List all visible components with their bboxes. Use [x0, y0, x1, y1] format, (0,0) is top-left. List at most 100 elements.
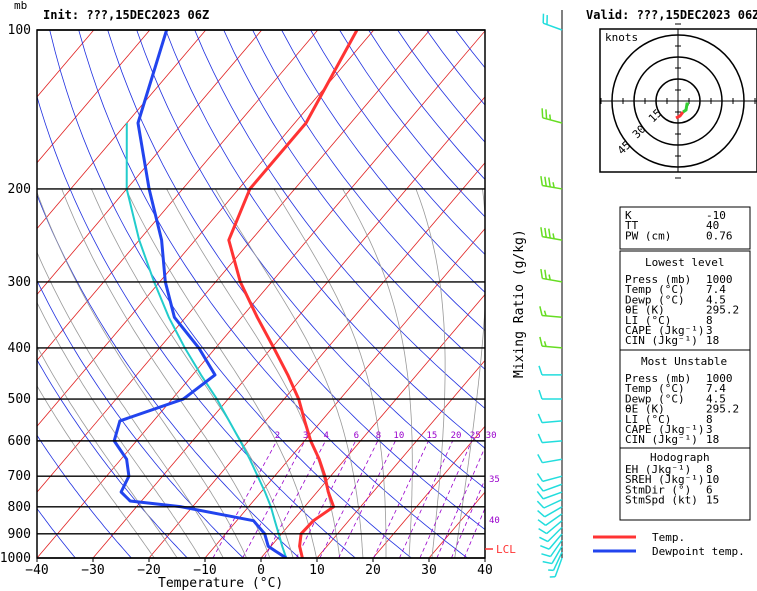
temperature-profile-line	[227, 30, 359, 558]
dry-adiabat-line	[252, 30, 485, 332]
wind-barb	[536, 473, 563, 483]
dry-adiabat-line	[136, 30, 485, 490]
index-label: Dewp (°C)	[625, 392, 685, 405]
wind-barb	[538, 389, 562, 400]
index-value: 295.2	[706, 304, 739, 317]
dry-adiabat-line	[310, 30, 485, 256]
isobars	[37, 29, 485, 559]
indices-table: K -10 TT 40 PW (cm) 0.76 Press (mb) 1000 Temp (°…	[619, 206, 751, 521]
index-label: CIN (Jkg⁻¹)	[625, 334, 698, 347]
index-label: K	[625, 209, 632, 222]
parcel-path-line	[125, 122, 288, 558]
moist-adiabat-line	[37, 385, 155, 558]
pressure-tick-label: 500	[8, 392, 31, 407]
wind-barb	[539, 306, 563, 319]
wind-barb	[540, 533, 563, 550]
index-label: Press (mb)	[625, 273, 691, 286]
index-value: 8	[706, 413, 713, 426]
mixing-ratio-line	[463, 507, 485, 558]
index-value: 1000	[706, 372, 733, 385]
isotherm-line	[260, 293, 485, 558]
mixing-ratio-label: 20	[451, 431, 462, 441]
moist-adiabat-line	[37, 251, 224, 558]
dry-adiabat-line	[37, 279, 244, 558]
wind-barb	[537, 506, 563, 518]
x-tick-label: −10	[193, 563, 216, 578]
wind-barb	[536, 490, 563, 500]
mixing-ratio-label: 40	[489, 516, 500, 526]
mixing-ratio-line	[373, 440, 429, 558]
wind-barb	[540, 175, 563, 190]
index-value: 18	[706, 334, 719, 347]
x-tick-label: 10	[309, 563, 325, 578]
dry-adiabat-line	[78, 30, 469, 558]
hodograph-title: Hodograph	[650, 451, 710, 464]
x-tick-label: 0	[257, 563, 265, 578]
mixing-ratio-line	[264, 440, 326, 558]
index-label: θE (K)	[625, 304, 665, 317]
index-label: SREH (Jkg⁻¹)	[625, 473, 704, 486]
dry-adiabat-line	[281, 30, 485, 293]
mixing-ratio-labels: 2 3 4 6 8 10 15 20 25 30 35 40	[275, 431, 500, 526]
mixing-ratio-label: 15	[426, 431, 437, 441]
index-value: -10	[706, 209, 726, 222]
mixing-ratio-line	[242, 440, 306, 558]
indices-box-unstable	[619, 349, 751, 449]
isotherm-line	[372, 425, 485, 558]
legend-temp-label: Temp.	[652, 531, 685, 544]
index-label: Press (mb)	[625, 372, 691, 385]
pressure-tick-label: 100	[8, 23, 31, 38]
indices-box-hodograph	[619, 447, 751, 521]
wind-barb	[536, 483, 563, 492]
wind-barb	[541, 539, 563, 558]
dry-adiabat-line	[107, 30, 485, 531]
legend: Temp. Dewpoint temp.	[593, 531, 745, 558]
wind-barb	[542, 545, 563, 565]
dewpoint-profile-line	[112, 30, 288, 558]
indices-box-lowest	[619, 250, 751, 351]
index-label: LI (°C)	[625, 413, 671, 426]
index-label: TT	[625, 219, 639, 232]
index-value: 4.5	[706, 392, 726, 405]
index-label: Temp (°C)	[625, 382, 685, 395]
valid-time: Valid: ???,15DEC2023 06Z	[586, 8, 757, 22]
wind-barb	[548, 551, 563, 572]
lowest-level-title: Lowest level	[645, 256, 724, 269]
dry-adiabat-line	[165, 30, 485, 449]
index-value: 1000	[706, 273, 733, 286]
moist-adiabat-line	[214, 188, 364, 558]
isotherm-line	[37, 30, 375, 427]
pressure-tick-label: 900	[8, 527, 31, 542]
mixing-ratio-label: 3	[303, 431, 308, 441]
index-value: 0.76	[706, 229, 733, 242]
index-value: 8	[706, 314, 713, 327]
pressure-tick-label: 300	[8, 275, 31, 290]
lcl-label: LCL	[496, 543, 516, 556]
moist-adiabat-line	[415, 188, 446, 558]
x-tick-label: 20	[365, 563, 381, 578]
index-value: 295.2	[706, 403, 739, 416]
index-value: 8	[706, 463, 713, 476]
index-value: 6	[706, 483, 713, 496]
mixing-ratio-axis-label: Mixing Ratio (g/kg)	[512, 229, 527, 378]
moist-adiabat-line	[125, 188, 317, 558]
mixing-ratio-label: 30	[486, 431, 497, 441]
hodograph-unit: knots	[605, 31, 638, 44]
index-label: StmSpd (kt)	[625, 494, 698, 507]
index-label: CAPE (Jkg⁻¹)	[625, 423, 704, 436]
isotherm-line	[37, 30, 263, 296]
mixing-ratio-label: 4	[324, 431, 329, 441]
isotherm-line	[37, 30, 207, 230]
index-label: Temp (°C)	[625, 283, 685, 296]
pressure-tick-label: 700	[8, 469, 31, 484]
index-value: 10	[706, 473, 719, 486]
isotherm-line	[316, 359, 485, 558]
mixing-ratio-line	[399, 440, 454, 558]
pressure-tick-label: 800	[8, 500, 31, 515]
hodograph-trace-low	[675, 111, 685, 120]
moist-adiabat-line	[91, 188, 294, 558]
mixing-ratio-label: 25	[470, 431, 481, 441]
pressure-tick-label: 1000	[0, 551, 31, 566]
dry-adiabat-line	[37, 434, 132, 558]
hodograph: knots 15 30 45	[599, 23, 757, 179]
